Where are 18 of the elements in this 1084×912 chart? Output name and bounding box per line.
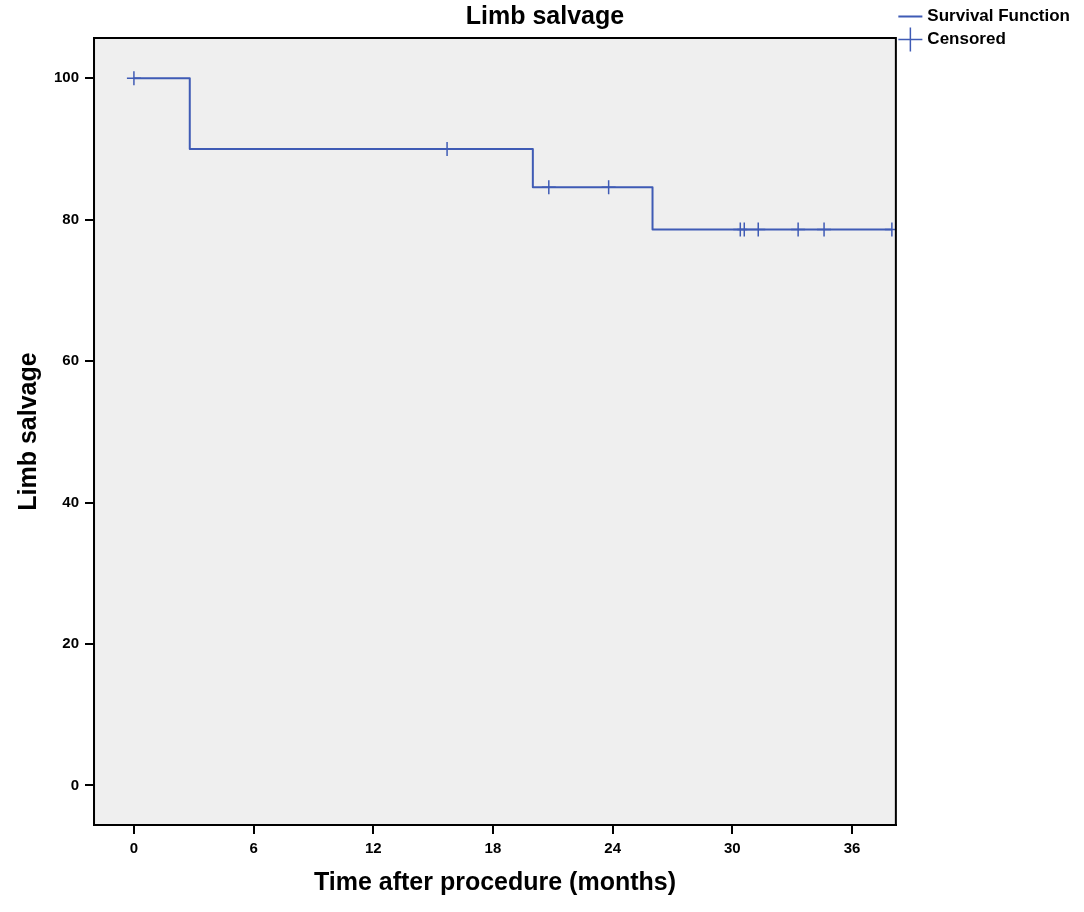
x-tick-label: 36	[843, 839, 861, 857]
legend-label: Survival Function	[927, 6, 1071, 26]
y-tick-label: 40	[62, 492, 80, 510]
y-axis-title: Limb salvage	[12, 352, 41, 511]
x-tick-label: 12	[364, 839, 382, 857]
x-axis-title: Time after procedure (months)	[313, 866, 676, 895]
y-tick-label: 20	[62, 634, 80, 652]
x-tick-label: 6	[249, 839, 258, 857]
y-tick-label: 0	[70, 775, 80, 793]
legend-label: Censored	[927, 29, 1006, 49]
x-tick-label: 30	[723, 839, 741, 857]
y-tick-label: 80	[62, 209, 80, 227]
x-tick-label: 24	[604, 839, 622, 857]
x-tick-label: 18	[484, 839, 502, 857]
y-tick-label: 100	[54, 68, 80, 86]
x-tick-label: 0	[129, 839, 139, 857]
y-tick-label: 60	[62, 351, 80, 369]
chart-title: Limb salvage	[465, 0, 625, 29]
